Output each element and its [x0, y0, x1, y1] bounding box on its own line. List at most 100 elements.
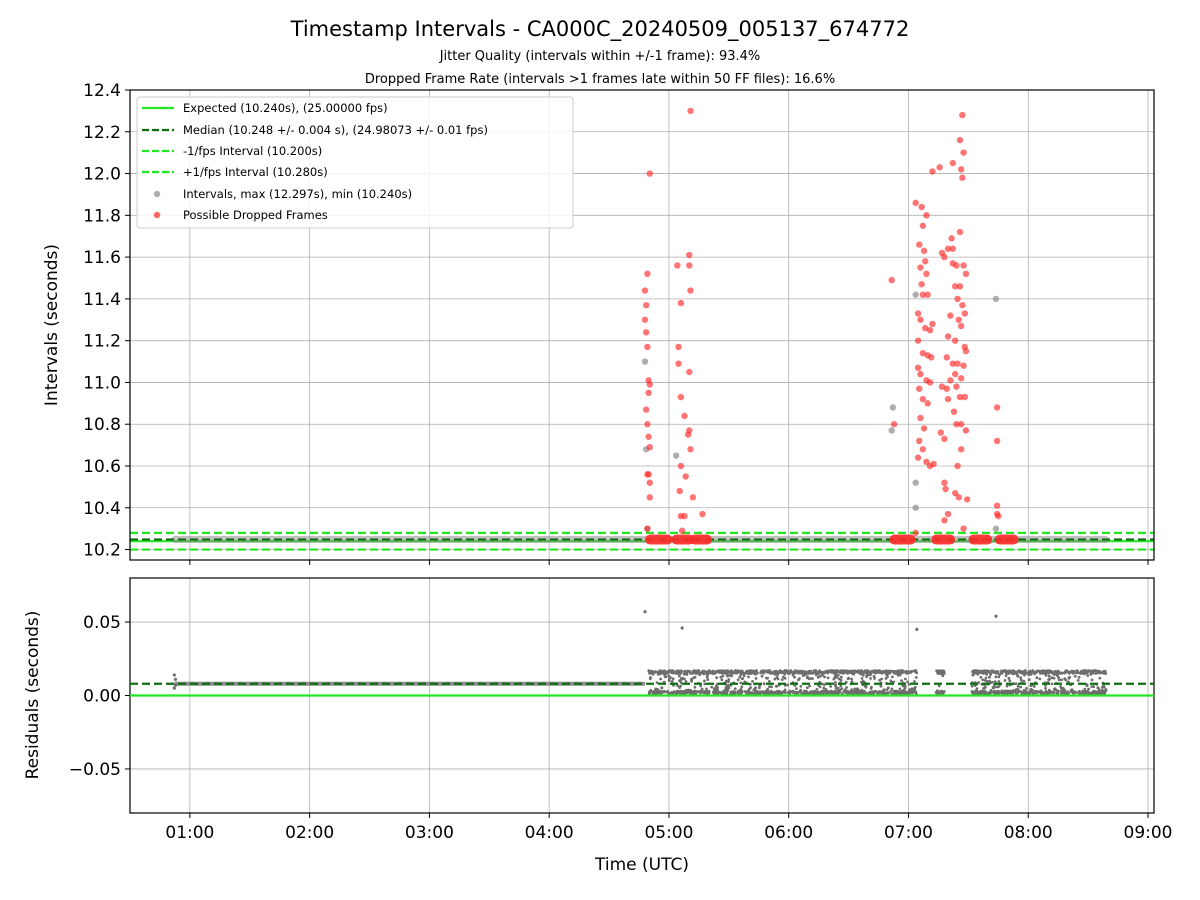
residual-jitter-point-2-574	[1103, 671, 1107, 675]
residual-jitter-point-2-597	[1035, 676, 1039, 680]
x-axis-label: Time (UTC)	[594, 855, 689, 875]
dropped-point-48	[920, 247, 928, 255]
residual-jitter-point-0-1093	[739, 671, 743, 675]
residual-jitter-point-0-377	[721, 674, 725, 678]
intervals-ytick-label-11: 12.4	[83, 81, 121, 101]
residual-jitter-point-2-632	[1099, 691, 1103, 695]
residual-jitter-point-0-521	[751, 680, 754, 683]
legend-expected-label: Expected (10.240s), (25.00000 fps)	[183, 101, 388, 115]
residual-jitter-point-2-636	[1012, 690, 1016, 694]
residual-jitter-point-2-603	[1081, 671, 1084, 674]
residual-jitter-point-0-1087	[885, 688, 889, 691]
residual-jitter-point-0-566	[782, 675, 785, 679]
residual-jitter-point-0-256	[799, 684, 803, 688]
residual-jitter-point-0-1263	[800, 692, 804, 696]
residual-jitter-point-0-1208	[834, 690, 838, 694]
dropped-point-105	[957, 322, 965, 330]
dropped-point-106	[944, 333, 952, 340]
residuals-ytick-label-1: 0.00	[83, 687, 121, 707]
dropped-point-57	[922, 324, 929, 332]
dropped-point-24	[677, 299, 685, 307]
residual-jitter-point-0-1061	[750, 671, 754, 675]
residual-jitter-point-2-46	[1057, 676, 1061, 680]
residual-jitter-point-0-821	[720, 678, 724, 682]
residual-jitter-point-2-416	[970, 684, 974, 688]
residual-jitter-point-0-1327	[707, 690, 711, 694]
residual-jitter-point-0-1233	[768, 670, 772, 673]
dropped-point-98	[951, 283, 959, 290]
dropped-point-133	[951, 489, 959, 497]
dropped-point-40	[678, 527, 686, 534]
legend-intervals-label: Intervals, max (12.297s), min (10.240s)	[183, 187, 412, 201]
dropped-point-43	[912, 199, 919, 206]
residual-jitter-point-0-1339	[822, 671, 826, 675]
dropped-point-25	[675, 343, 682, 351]
residual-jitter-point-0-1247	[898, 671, 901, 674]
dropped-point-93	[941, 253, 948, 261]
residual-jitter-point-0-599	[840, 687, 844, 690]
residual-jitter-point-2-565	[1086, 692, 1090, 695]
residual-jitter-point-2-637	[1070, 669, 1074, 673]
residual-jitter-point-2-461	[1047, 674, 1051, 678]
residual-jitter-point-0-1166	[668, 669, 671, 673]
residual-jitter-point-0-772	[667, 679, 671, 682]
dropped-point-31	[684, 431, 692, 438]
residual-jitter-point-0-1201	[700, 687, 704, 691]
residual-jitter-point-0-1322	[824, 690, 827, 694]
residual-jitter-point-0-1306	[877, 671, 880, 674]
dropped-point-78	[930, 460, 937, 468]
dropped-point-141	[993, 502, 1001, 509]
residual-jitter-point-0-1274	[748, 669, 751, 673]
residual-jitter-point-2-616	[1009, 671, 1013, 675]
residual-jitter-point-2-64	[1086, 674, 1090, 677]
residual-jitter-point-0-596	[896, 673, 900, 677]
residual-jitter-point-0-935	[714, 671, 717, 675]
residual-jitter-point-0-1216	[760, 670, 764, 673]
residual-jitter-point-0-1305	[663, 675, 667, 679]
residual-jitter-point-2-547	[1004, 674, 1008, 677]
residual-jitter-point-0-1194	[852, 669, 855, 673]
residuals-xtick-label-8: 09:00	[1124, 823, 1173, 843]
residual-jitter-point-0-936	[754, 677, 758, 680]
residual-jitter-point-0-1114	[775, 671, 779, 675]
residual-jitter-point-0-1272	[845, 669, 849, 673]
residual-jitter-point-0-673	[670, 680, 674, 683]
residual-jitter-point-0-912	[679, 684, 682, 688]
residual-jitter-point-2-504	[1013, 670, 1017, 674]
residual-jitter-point-0-1086	[760, 674, 764, 678]
residual-jitter-point-2-670	[1059, 685, 1062, 688]
residual-jitter-point-0-994	[766, 676, 769, 680]
dropped-point-75	[923, 458, 930, 466]
residual-jitter-point-2-615	[992, 690, 995, 694]
dropped-cluster-1	[671, 534, 695, 545]
residual-jitter-point-0-1281	[677, 672, 680, 675]
residual-jitter-point-0-1191	[793, 692, 797, 695]
residual-jitter-point-0-219	[678, 674, 681, 678]
residual-jitter-point-0-1329	[861, 670, 865, 674]
dropped-point-35	[676, 487, 683, 495]
residual-jitter-point-2-492	[1048, 678, 1052, 681]
residual-jitter-point-0-1265	[782, 690, 785, 693]
residuals-plot: 0.050.00−0.05 01:00 02:00 03:00 04:00 05:00 0…	[23, 577, 1173, 875]
residuals-x-ticks: 01:00 02:00 03:00 04:00 05:00 06:00 07:00 08:00…	[165, 813, 1173, 843]
residual-jitter-point-0-1215	[880, 690, 883, 694]
residual-jitter-point-0-903	[815, 688, 819, 691]
residual-jitter-point-0-1290	[825, 669, 829, 673]
intervals-ytick-label-2: 10.6	[83, 457, 121, 477]
residual-jitter-point-0-1312	[764, 689, 768, 693]
residual-jitter-point-0-1062	[809, 669, 813, 673]
intervals-ytick-label-10: 12.2	[83, 123, 121, 143]
residual-jitter-point-0-1039	[822, 686, 826, 690]
residual-jitter-point-2-669	[1024, 690, 1027, 694]
dropped-point-124	[957, 421, 965, 428]
residual-jitter-point-2-664	[1100, 688, 1104, 692]
residual-jitter-point-0-1156	[785, 670, 788, 674]
residual-jitter-point-0-1292	[730, 669, 734, 673]
residual-jitter-point-0-284	[768, 685, 771, 689]
residual-jitter-point-0-1214	[704, 672, 708, 675]
residual-jitter-point-0-1332	[739, 687, 743, 691]
residual-jitter-point-0-1162	[755, 669, 758, 673]
residual-jitter-point-0-1280	[781, 670, 785, 674]
residual-jitter-point-2-412	[1006, 689, 1009, 693]
residual-jitter-point-2-548	[1029, 687, 1033, 691]
